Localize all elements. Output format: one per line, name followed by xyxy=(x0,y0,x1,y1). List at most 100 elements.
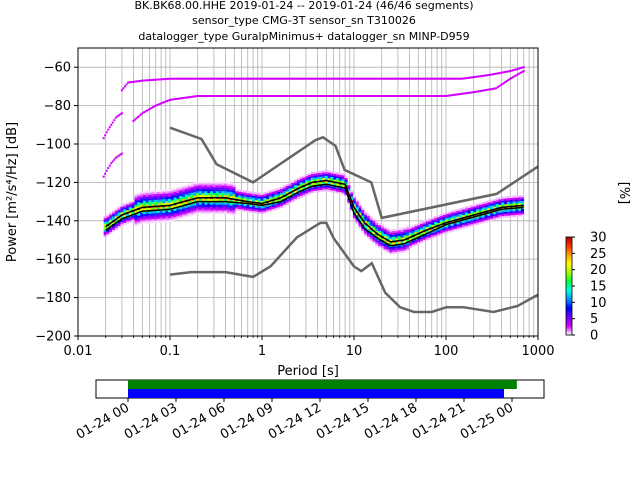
heatmap-cell xyxy=(313,182,317,186)
heatmap-cell xyxy=(156,203,160,206)
heatmap-cell xyxy=(165,200,169,203)
heatmap-cell xyxy=(397,241,401,244)
heatmap-cell xyxy=(392,250,396,253)
heatmap-cell xyxy=(448,216,452,220)
outlier-point xyxy=(300,77,303,80)
heatmap-cell xyxy=(490,199,494,202)
outlier-point xyxy=(223,77,226,80)
outlier-point xyxy=(470,76,473,79)
colorbar-tick-label: 25 xyxy=(590,247,607,262)
outlier-point xyxy=(345,95,348,97)
heatmap-cell xyxy=(459,221,463,224)
heatmap-cell xyxy=(114,212,118,215)
segment-tick-label: 01-24 06 xyxy=(170,400,228,442)
heatmap-cell xyxy=(215,185,219,188)
heatmap-cell xyxy=(201,204,205,207)
heatmap-cell xyxy=(184,201,188,205)
heatmap-cell xyxy=(330,178,334,181)
y-tick-label: −140 xyxy=(35,214,71,229)
heatmap-cell xyxy=(114,225,118,228)
heatmap-cell xyxy=(198,204,202,207)
heatmap-cell xyxy=(246,191,250,194)
heatmap-cell xyxy=(285,203,289,206)
outlier-point xyxy=(219,95,222,97)
heatmap-cell xyxy=(456,216,460,219)
outlier-point xyxy=(150,79,153,82)
heatmap-cell xyxy=(504,196,508,199)
heatmap-cell xyxy=(336,187,340,190)
heatmap-cell xyxy=(352,210,357,213)
heatmap-cell xyxy=(221,185,225,188)
heatmap-cell xyxy=(190,184,194,188)
heatmap-cell xyxy=(187,187,191,190)
heatmap-cell xyxy=(212,194,216,197)
heatmap-cell xyxy=(434,219,438,223)
heatmap-cell xyxy=(277,207,281,210)
heatmap-cell xyxy=(470,208,474,211)
y-tick-label: −120 xyxy=(35,176,71,191)
heatmap-cell xyxy=(383,235,387,238)
outlier-point xyxy=(285,95,288,97)
heatmap-cell xyxy=(506,203,511,207)
outlier-point xyxy=(392,95,395,97)
outlier-point xyxy=(466,92,469,95)
heatmap-cell xyxy=(380,234,385,237)
heatmap-cell xyxy=(450,223,455,226)
outlier-point xyxy=(320,77,323,80)
heatmap-cell xyxy=(201,192,205,196)
heatmap-cell xyxy=(254,192,258,195)
heatmap-cell xyxy=(201,208,205,211)
heatmap-cell xyxy=(294,196,298,199)
heatmap-cell xyxy=(221,202,225,205)
heatmap-cell xyxy=(103,235,107,238)
heatmap-cell xyxy=(165,193,169,196)
outlier-point xyxy=(214,77,217,80)
heatmap-cell xyxy=(308,172,312,176)
heatmap-cell xyxy=(126,219,130,222)
heatmap-cell xyxy=(112,214,116,217)
outlier-point xyxy=(192,77,195,80)
heatmap-cell xyxy=(252,205,256,208)
outlier-point xyxy=(349,95,352,97)
heatmap-cell xyxy=(420,229,424,232)
heatmap-cell xyxy=(422,228,427,231)
outlier-point xyxy=(518,67,521,70)
heatmap-cell xyxy=(299,195,303,198)
heatmap-cell xyxy=(257,198,261,201)
heatmap-cell xyxy=(218,181,222,184)
heatmap-cell xyxy=(263,211,267,214)
heatmap-cell xyxy=(316,186,320,189)
heatmap-cell xyxy=(324,169,329,173)
heatmap-cell xyxy=(450,218,455,221)
outlier-point xyxy=(323,77,326,80)
heatmap-cell xyxy=(313,186,317,189)
heatmap-cell xyxy=(509,213,513,216)
heatmap-cell xyxy=(366,236,371,239)
heatmap-cell xyxy=(137,205,141,208)
outlier-point xyxy=(291,95,294,97)
heatmap-cell xyxy=(392,236,396,239)
heatmap-cell xyxy=(322,185,326,188)
heatmap-cell xyxy=(232,211,236,214)
heatmap-cell xyxy=(184,196,188,199)
heatmap-cell xyxy=(229,209,233,212)
heatmap-cell xyxy=(406,231,410,234)
heatmap-cell xyxy=(478,208,483,211)
heatmap-cell xyxy=(215,194,219,197)
heatmap-cell xyxy=(464,212,469,215)
heatmap-cell xyxy=(204,212,208,215)
heatmap-cell xyxy=(215,191,219,194)
outlier-point xyxy=(487,88,490,91)
outlier-point xyxy=(344,77,347,80)
heatmap-cell xyxy=(232,209,236,212)
heatmap-cell xyxy=(142,217,146,220)
outlier-point xyxy=(286,77,289,80)
outlier-point xyxy=(452,93,455,96)
heatmap-cell xyxy=(274,194,278,197)
heatmap-cell xyxy=(190,186,194,190)
heatmap-cell xyxy=(350,196,354,199)
outlier-point xyxy=(238,77,241,80)
outlier-point xyxy=(291,77,294,80)
outlier-point xyxy=(168,77,171,80)
heatmap-cell xyxy=(224,198,228,201)
